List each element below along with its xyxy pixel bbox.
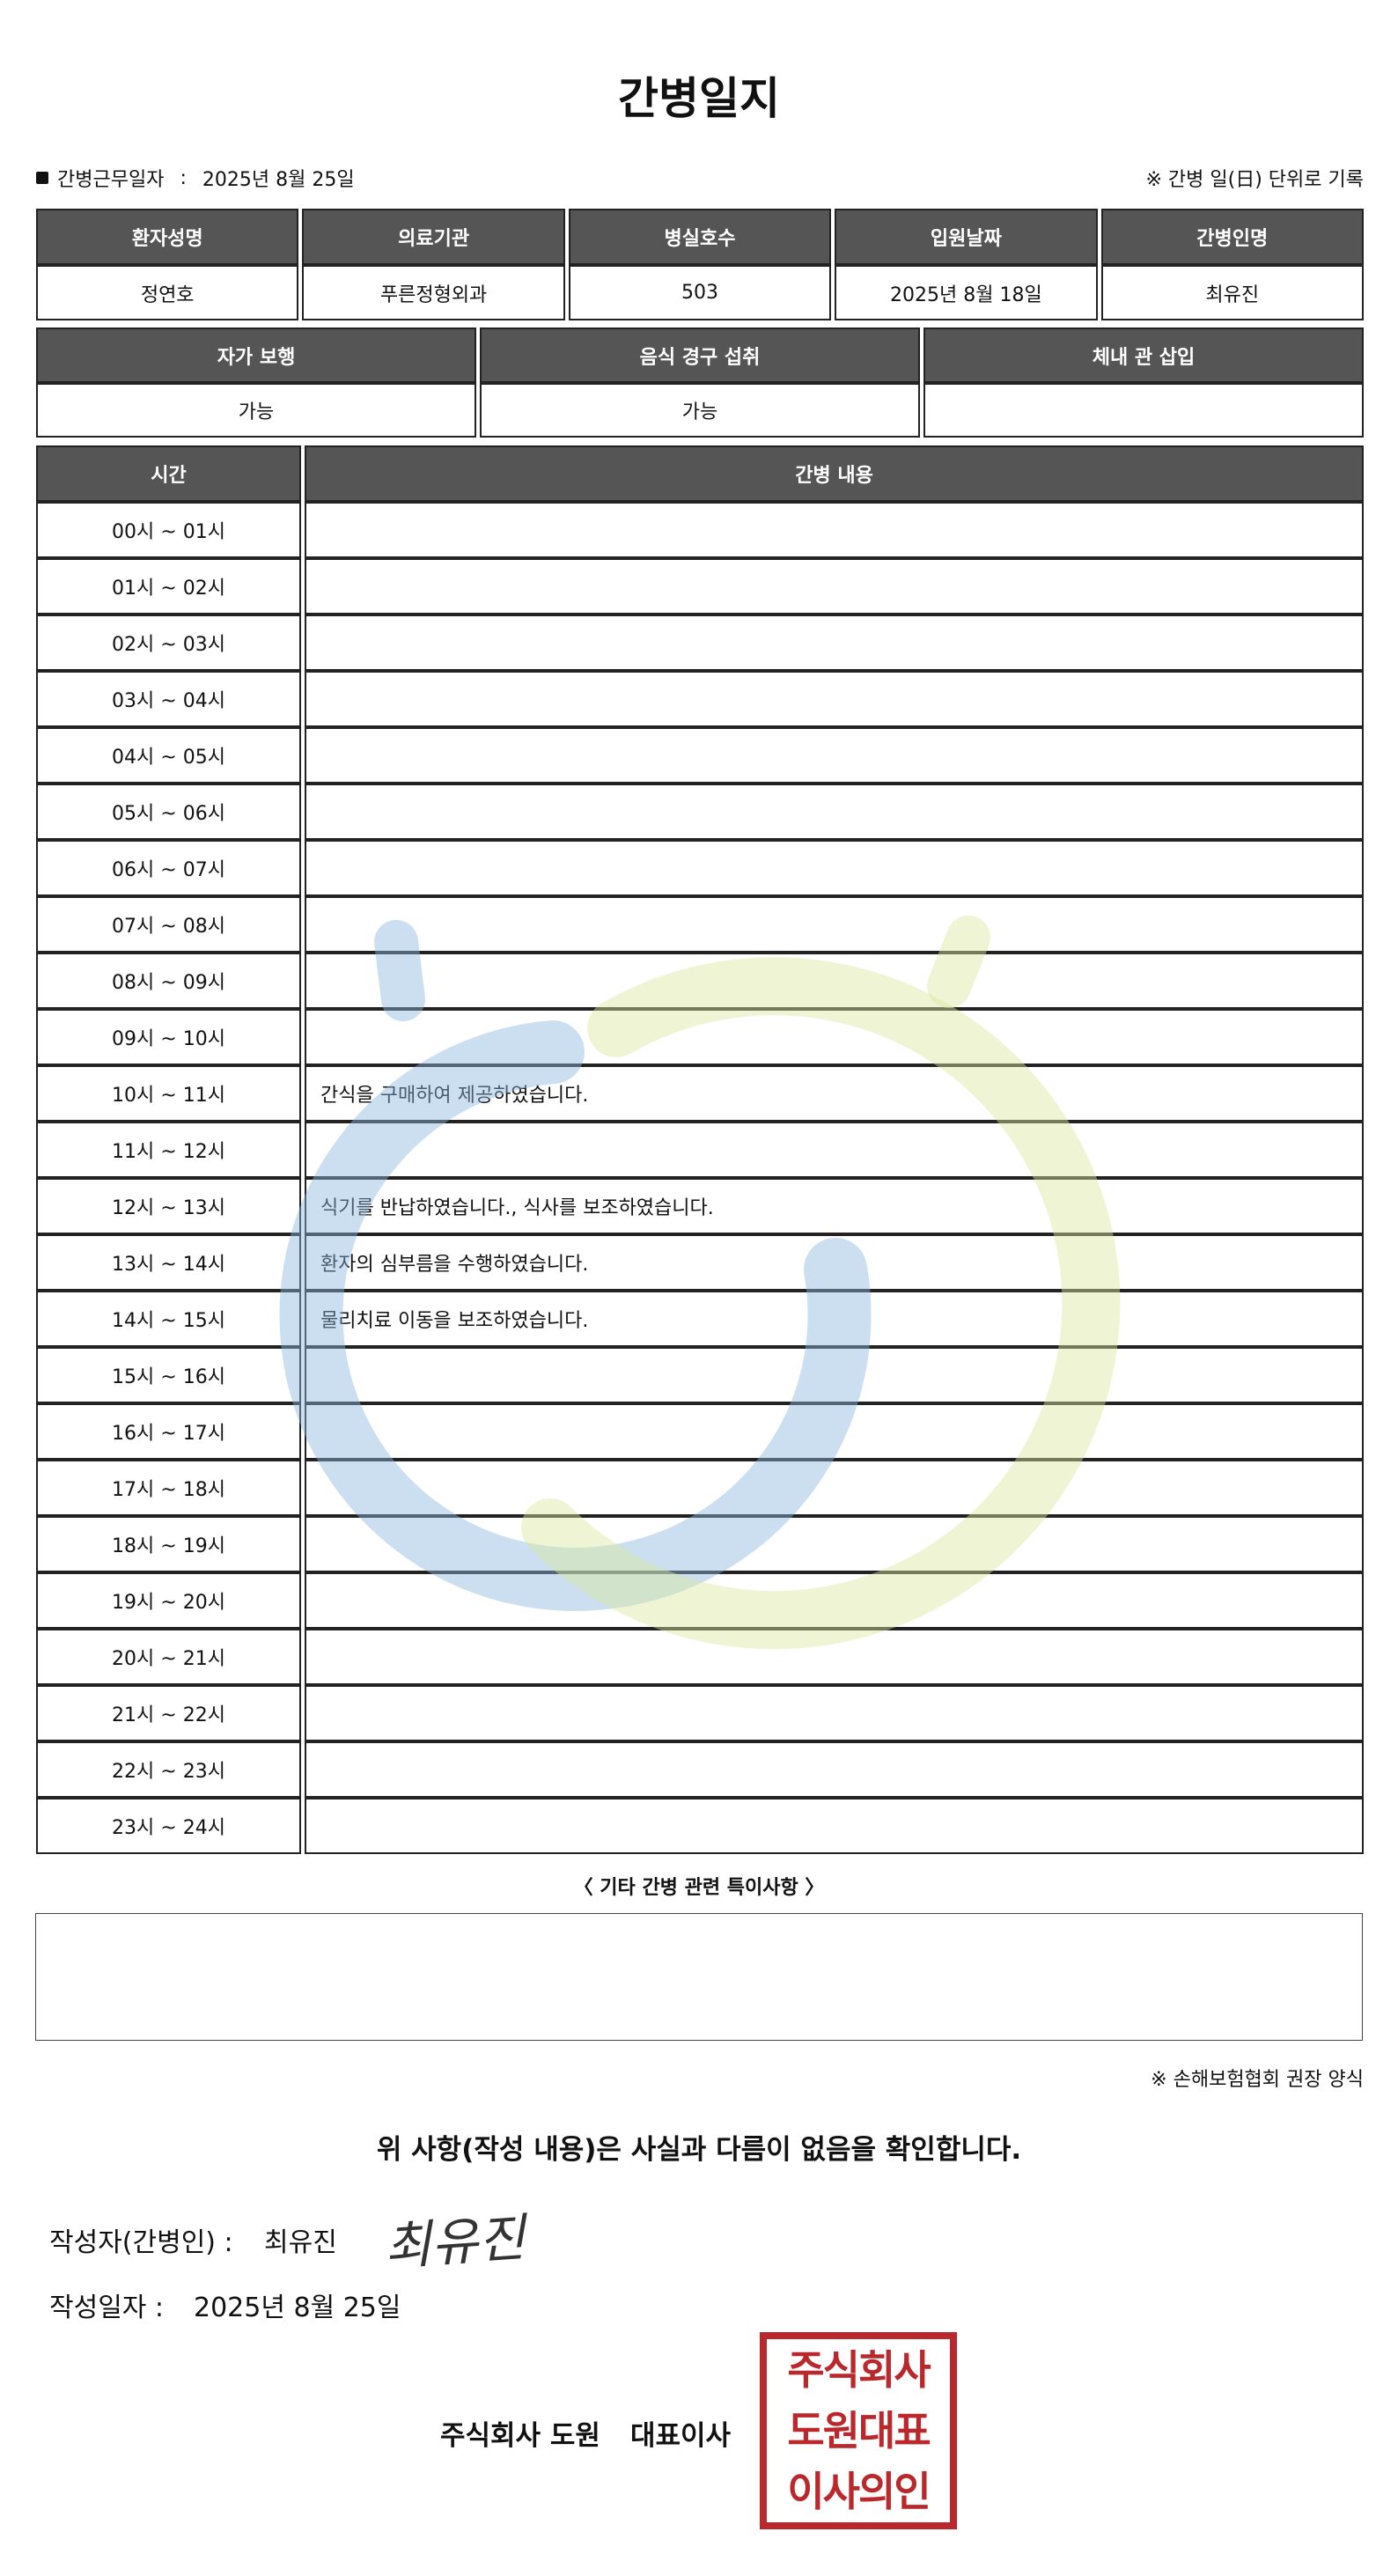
signature: 최유진 [382, 2207, 527, 2278]
remarks-title: 〈 기타 간병 관련 특이사항 〉 [573, 1877, 825, 1899]
info-cell: 503 [568, 265, 832, 320]
header-cell: 의료기관 [302, 209, 565, 265]
bullet [36, 172, 48, 184]
time-cell: 13시 ~ 14시 [36, 1234, 301, 1291]
remarks-box [35, 1913, 1363, 2041]
time-cell: 03시 ~ 04시 [36, 671, 301, 727]
header-cell: 체내 관 삽입 [923, 328, 1364, 383]
work-date-label: 간병근무일자 [57, 169, 165, 191]
time-cell: 12시 ~ 13시 [36, 1178, 301, 1234]
info-cell: 2025년 8월 18일 [835, 265, 1098, 320]
date-label: 작성일자 : [49, 2293, 165, 2323]
header-cell: 병실호수 [568, 209, 832, 265]
content-cell [305, 953, 1364, 1009]
record-note: ※ 간병 일(日) 단위로 기록 [1145, 169, 1365, 191]
company-name: 주식회사 도원 [440, 2420, 600, 2452]
content-cell: 식기를 반납하였습니다., 식사를 보조하였습니다. [305, 1178, 1364, 1234]
content-cell [305, 1122, 1364, 1178]
writer-name: 최유진 [264, 2227, 337, 2258]
time-cell: 22시 ~ 23시 [36, 1741, 301, 1798]
header-cell: 간병 내용 [305, 445, 1364, 502]
time-cell: 09시 ~ 10시 [36, 1009, 301, 1065]
time-cell: 20시 ~ 21시 [36, 1629, 301, 1685]
company-seal: 주식회사 도원대표 이사의인 [760, 2332, 957, 2529]
writer-label: 작성자(간병인) : [49, 2227, 233, 2258]
content-cell [305, 502, 1364, 558]
header-cell: 간병인명 [1100, 209, 1364, 265]
time-cell: 06시 ~ 07시 [36, 840, 301, 896]
content-cell [305, 840, 1364, 896]
time-cell: 02시 ~ 03시 [36, 615, 301, 671]
time-cell: 00시 ~ 01시 [36, 502, 301, 558]
time-cell: 16시 ~ 17시 [36, 1403, 301, 1460]
time-cell: 14시 ~ 15시 [36, 1291, 301, 1347]
separator: : [180, 166, 187, 189]
time-cell: 01시 ~ 02시 [36, 558, 301, 615]
seal-line: 주식회사 [787, 2345, 931, 2394]
info-cell: 정연호 [36, 265, 299, 320]
content-cell: 간식을 구매하여 제공하였습니다. [305, 1065, 1364, 1122]
time-cell: 04시 ~ 05시 [36, 727, 301, 784]
content-cell [305, 1460, 1364, 1516]
content-cell [305, 671, 1364, 727]
time-cell: 21시 ~ 22시 [36, 1685, 301, 1741]
time-cell: 23시 ~ 24시 [36, 1798, 301, 1854]
status-cell: 가능 [480, 383, 920, 438]
ceo-title: 대표이사 [630, 2420, 732, 2452]
status-cell [923, 383, 1364, 438]
header-cell: 입원날짜 [835, 209, 1098, 265]
time-cell: 08시 ~ 09시 [36, 953, 301, 1009]
content-cell [305, 615, 1364, 671]
form-note: ※ 손해보험협회 권장 양식 [1151, 2069, 1364, 2091]
content-cell [305, 1009, 1364, 1065]
time-cell: 18시 ~ 19시 [36, 1516, 301, 1572]
content-cell: 물리치료 이동을 보조하였습니다. [305, 1291, 1364, 1347]
seal-line: 도원대표 [787, 2406, 931, 2455]
content-cell [305, 1347, 1364, 1403]
content-cell [305, 784, 1364, 840]
info-cell: 푸른정형외과 [302, 265, 565, 320]
header-cell: 시간 [36, 445, 301, 502]
content-cell [305, 1403, 1364, 1460]
status-table: 자가 보행 음식 경구 섭취 체내 관 삽입 가능 가능 [36, 328, 1364, 438]
header-cell: 환자성명 [36, 209, 299, 265]
header-cell: 자가 보행 [36, 328, 476, 383]
seal-line: 이사의인 [787, 2468, 931, 2516]
time-cell: 15시 ~ 16시 [36, 1347, 301, 1403]
time-cell: 10시 ~ 11시 [36, 1065, 301, 1122]
write-date: 2025년 8월 25일 [194, 2293, 401, 2323]
time-cell: 07시 ~ 08시 [36, 896, 301, 953]
content-cell [305, 1741, 1364, 1798]
content-cell [305, 1798, 1364, 1854]
content-cell [305, 727, 1364, 784]
content-cell [305, 1572, 1364, 1629]
doc-title: 간병일지 [618, 73, 780, 124]
content-cell: 환자의 심부름을 수행하였습니다. [305, 1234, 1364, 1291]
time-cell: 17시 ~ 18시 [36, 1460, 301, 1516]
status-cell: 가능 [36, 383, 476, 438]
info-cell: 최유진 [1100, 265, 1364, 320]
content-cell [305, 1516, 1364, 1572]
time-cell: 11시 ~ 12시 [36, 1122, 301, 1178]
time-cell: 19시 ~ 20시 [36, 1572, 301, 1629]
content-cell [305, 1629, 1364, 1685]
work-date-line: 간병근무일자 : 2025년 8월 25일 [36, 164, 355, 192]
header-cell: 음식 경구 섭취 [480, 328, 920, 383]
content-cell [305, 558, 1364, 615]
time-cell: 05시 ~ 06시 [36, 784, 301, 840]
content-cell [305, 896, 1364, 953]
content-cell [305, 1685, 1364, 1741]
log-table: 시간 간병 내용 00시 ~ 01시 01시 ~ 02시 02시 ~ 03시 03시 ~ … [36, 445, 1364, 1854]
confirmation: 위 사항(작성 내용)은 사실과 다름이 없음을 확인합니다. [376, 2134, 1022, 2166]
work-date: 2025년 8월 25일 [202, 169, 355, 191]
